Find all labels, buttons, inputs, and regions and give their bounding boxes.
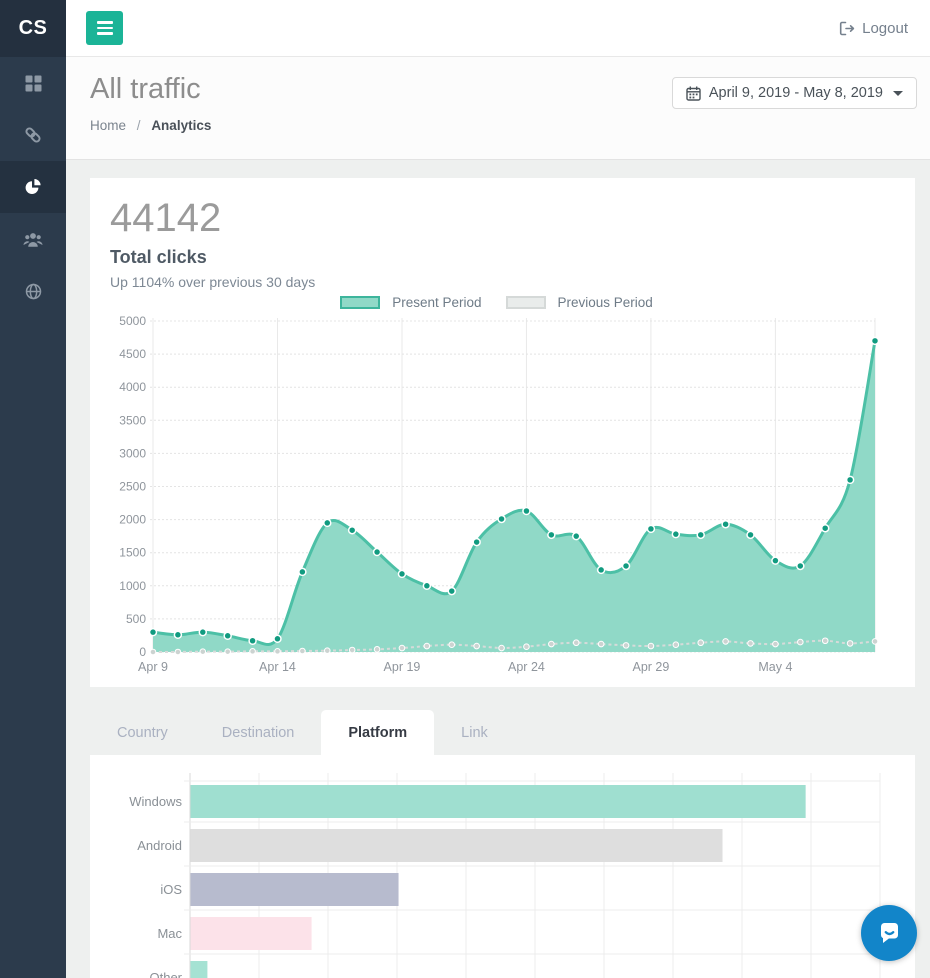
- svg-text:Other: Other: [149, 970, 182, 978]
- svg-text:3000: 3000: [119, 446, 146, 460]
- sidebar: CS: [0, 0, 66, 978]
- svg-text:Apr 19: Apr 19: [384, 660, 421, 674]
- globe-icon: [25, 283, 41, 299]
- svg-text:500: 500: [126, 612, 146, 626]
- tabs: Country Destination Platform Link: [90, 710, 915, 755]
- sidebar-item-users[interactable]: [0, 213, 66, 265]
- content: 44142 Total clicks Up 1104% over previou…: [66, 160, 930, 978]
- users-icon: [23, 232, 43, 247]
- svg-text:Android: Android: [137, 838, 182, 853]
- svg-text:1500: 1500: [119, 546, 146, 560]
- svg-text:2500: 2500: [119, 480, 146, 494]
- tab-platform[interactable]: Platform: [321, 710, 435, 755]
- platform-chart-card: Windows Android iOS Mac Other: [90, 755, 915, 978]
- svg-text:May 4: May 4: [758, 660, 792, 674]
- calendar-icon: [686, 86, 701, 101]
- traffic-chart-card: 44142 Total clicks Up 1104% over previou…: [90, 178, 915, 687]
- tab-link[interactable]: Link: [461, 724, 488, 741]
- sidebar-item-domains[interactable]: [0, 265, 66, 317]
- svg-text:3500: 3500: [119, 413, 146, 427]
- total-clicks-value: 44142: [110, 196, 222, 240]
- svg-text:2000: 2000: [119, 513, 146, 527]
- svg-text:Apr 24: Apr 24: [508, 660, 545, 674]
- previous-period-label: Previous Period: [557, 294, 653, 310]
- svg-text:Apr 14: Apr 14: [259, 660, 296, 674]
- previous-period-swatch: [505, 295, 546, 309]
- platform-bar-chart: Windows Android iOS Mac Other: [129, 773, 881, 978]
- menu-toggle-button[interactable]: [86, 11, 123, 45]
- breadcrumb-separator: /: [136, 117, 141, 133]
- svg-text:iOS: iOS: [160, 882, 182, 897]
- breadcrumb-home-link[interactable]: Home: [90, 117, 127, 133]
- date-range-button[interactable]: April 9, 2019 - May 8, 2019: [671, 77, 917, 109]
- total-clicks-label: Total clicks: [110, 247, 207, 267]
- svg-text:Mac: Mac: [157, 926, 182, 941]
- svg-text:1000: 1000: [119, 579, 146, 593]
- chat-button[interactable]: [861, 905, 917, 961]
- sidebar-item-links[interactable]: [0, 109, 66, 161]
- svg-text:5000: 5000: [119, 314, 146, 328]
- chart-legend: Present Period Previous Period: [110, 292, 895, 312]
- change-text: Up 1104% over previous 30 days: [110, 274, 316, 290]
- breadcrumb-current: Analytics: [151, 117, 212, 133]
- sidebar-item-analytics[interactable]: [0, 161, 66, 213]
- logout-label: Logout: [862, 19, 908, 37]
- svg-text:Apr 9: Apr 9: [138, 660, 168, 674]
- sidebar-item-dashboard[interactable]: [0, 57, 66, 109]
- chat-bubble-icon: [881, 923, 898, 943]
- breadcrumb: Home / Analytics: [90, 118, 915, 133]
- present-period-label: Present Period: [392, 294, 482, 310]
- svg-text:Apr 29: Apr 29: [633, 660, 670, 674]
- svg-text:4000: 4000: [119, 380, 146, 394]
- link-icon: [25, 127, 41, 143]
- svg-text:4500: 4500: [119, 347, 146, 361]
- svg-text:Windows: Windows: [129, 794, 182, 809]
- dashboard-grid-icon: [25, 75, 41, 91]
- topbar: Logout: [66, 0, 930, 57]
- caret-down-icon: [893, 90, 903, 96]
- tab-country[interactable]: Country: [117, 724, 168, 741]
- page-title: All traffic: [90, 73, 201, 105]
- tab-destination[interactable]: Destination: [221, 724, 295, 741]
- app-logo: CS: [0, 0, 66, 57]
- logout-link[interactable]: Logout: [839, 20, 908, 37]
- main-area: Logout All traffic Home / Analytics: [66, 0, 930, 978]
- logout-icon: [840, 21, 855, 35]
- date-range-label: April 9, 2019 - May 8, 2019: [708, 85, 883, 101]
- pie-chart-icon: [25, 179, 41, 194]
- clicks-line-chart: 0 500 1000 1500 2000 2500 3000 3500 4000 4500 5000…: [119, 314, 880, 674]
- svg-text:0: 0: [139, 645, 146, 659]
- page-header: All traffic Home / Analytics April 9, 20…: [66, 57, 930, 160]
- present-period-swatch: [340, 295, 381, 309]
- sidebar-nav: [0, 57, 66, 317]
